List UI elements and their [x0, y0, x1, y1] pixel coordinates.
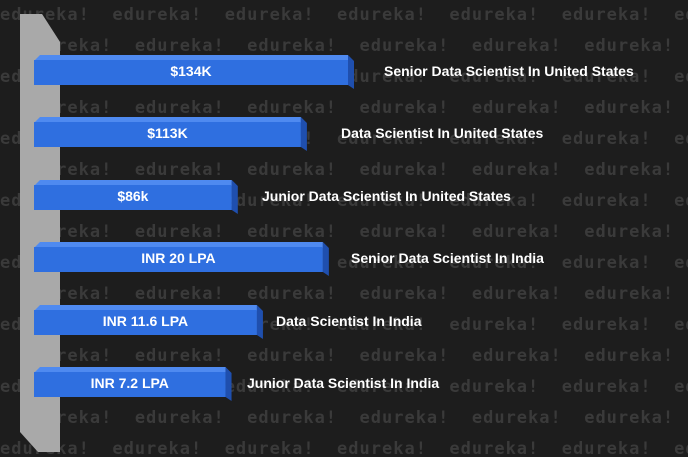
bar-category-label-2: Data Scientist In United States [341, 125, 543, 141]
bar-side-6 [225, 367, 232, 401]
bar-category-label-1: Senior Data Scientist In United States [384, 63, 634, 79]
bar-top-6 [34, 367, 226, 373]
bar-side-1 [348, 55, 354, 89]
bar-category-label-4: Senior Data Scientist In India [351, 250, 544, 266]
bar-category-label-5: Data Scientist In India [276, 313, 422, 329]
bar-value-label-6: INR 7.2 LPA [91, 375, 169, 391]
bar-4 [34, 247, 323, 272]
bar-value-label-5: INR 11.6 LPA [103, 313, 188, 329]
bar-2 [34, 122, 301, 147]
bar-1 [34, 60, 348, 85]
bar-value-label-3: $86k [117, 188, 148, 204]
bar-side-4 [322, 242, 329, 276]
bar-3 [34, 185, 232, 210]
bar-category-label-3: Junior Data Scientist In United States [262, 188, 511, 204]
bar-value-label-2: $113K [147, 125, 187, 141]
bar-6 [34, 372, 226, 397]
bar-top-4 [34, 242, 323, 248]
bar-category-label-6: Junior Data Scientist In India [247, 375, 439, 391]
bar-value-label-4: INR 20 LPA [141, 250, 215, 266]
bar-value-label-1: $134K [170, 63, 211, 79]
bar-top-2 [34, 117, 301, 123]
bar-top-3 [34, 180, 232, 186]
bar-5 [34, 310, 257, 335]
bar-top-1 [34, 55, 348, 61]
bar-side-3 [231, 180, 238, 214]
bar-top-5 [34, 305, 257, 311]
bar-side-5 [256, 305, 263, 339]
bar-side-2 [300, 117, 307, 151]
